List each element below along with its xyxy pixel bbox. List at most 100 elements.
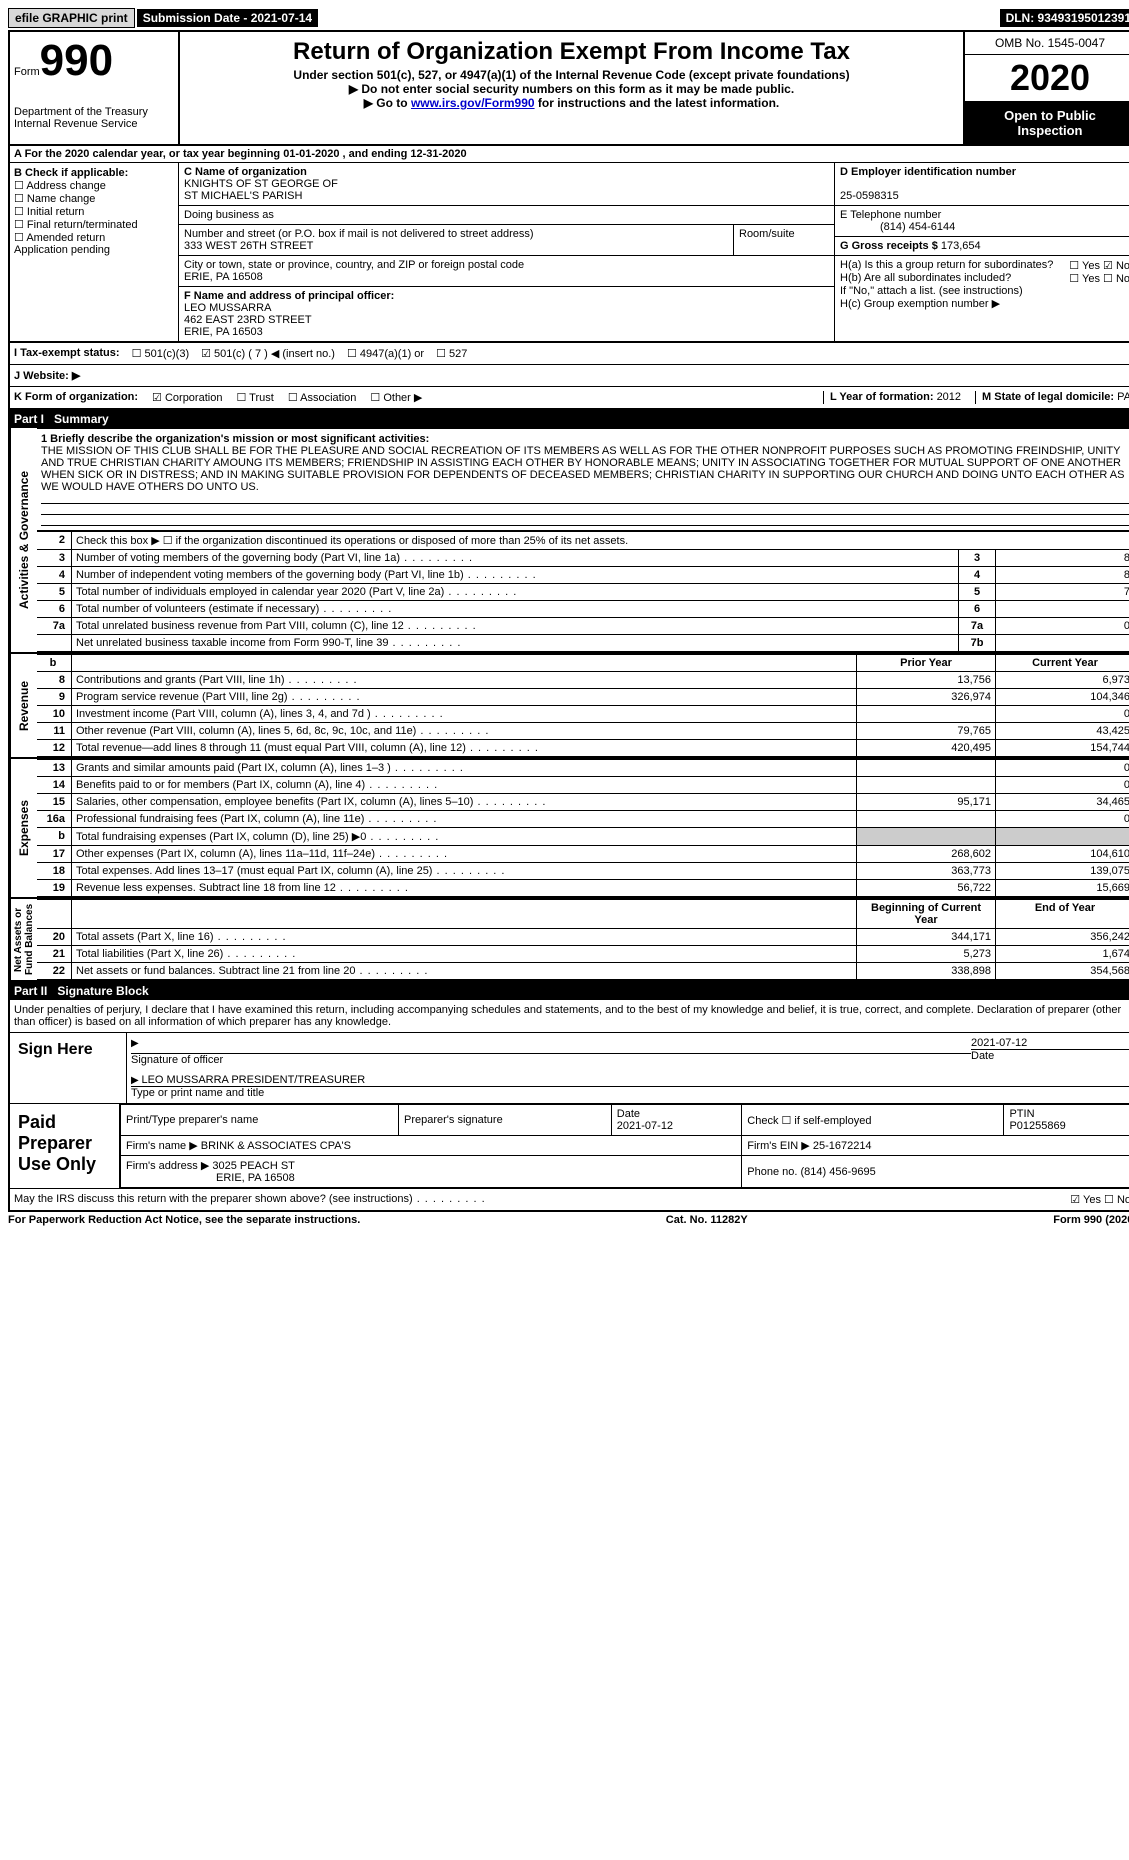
submission-date: Submission Date - 2021-07-14 bbox=[137, 9, 318, 27]
line-text: Net assets or fund balances. Subtract li… bbox=[72, 963, 857, 980]
footer: For Paperwork Reduction Act Notice, see … bbox=[8, 1212, 1129, 1228]
firm-phone-label: Phone no. bbox=[747, 1166, 797, 1178]
officer-name-title: LEO MUSSARRA PRESIDENT/TREASURER bbox=[131, 1074, 1129, 1087]
line-text: Total assets (Part X, line 16) bbox=[72, 929, 857, 946]
line-text: Program service revenue (Part VIII, line… bbox=[72, 689, 857, 706]
efile-print-button[interactable]: efile GRAPHIC print bbox=[8, 8, 135, 28]
line-text: Professional fundraising fees (Part IX, … bbox=[72, 811, 857, 828]
line-num: 21 bbox=[37, 946, 72, 963]
form-org-label: K Form of organization: bbox=[14, 391, 138, 404]
goto-pre: ▶ Go to bbox=[364, 96, 411, 110]
current-value: 154,744 bbox=[996, 740, 1129, 757]
type-name-label: Type or print name and title bbox=[131, 1087, 1129, 1099]
chk-application-pending[interactable]: Application pending bbox=[14, 244, 174, 256]
ha-yes[interactable]: Yes bbox=[1069, 260, 1100, 272]
line-box: 7a bbox=[959, 618, 996, 635]
prior-value: 268,602 bbox=[857, 846, 996, 863]
prior-value: 95,171 bbox=[857, 794, 996, 811]
line-box: 6 bbox=[959, 601, 996, 618]
street-label: Number and street (or P.O. box if mail i… bbox=[184, 228, 534, 240]
chk-initial-return[interactable]: Initial return bbox=[14, 205, 174, 218]
chk-address-change[interactable]: Address change bbox=[14, 179, 174, 192]
phone-label: E Telephone number bbox=[840, 209, 941, 221]
hdr-blank2 bbox=[72, 655, 857, 672]
line-text: Net unrelated business taxable income fr… bbox=[72, 635, 959, 652]
entity-grid: B Check if applicable: Address change Na… bbox=[8, 163, 1129, 343]
discuss-text: May the IRS discuss this return with the… bbox=[14, 1193, 486, 1206]
hdr-begin: Beginning of Current Year bbox=[857, 900, 996, 929]
expenses-table: 13Grants and similar amounts paid (Part … bbox=[37, 759, 1129, 897]
ssn-note: ▶ Do not enter social security numbers o… bbox=[184, 82, 959, 96]
state-domicile-value: PA bbox=[1117, 391, 1129, 403]
footer-left: For Paperwork Reduction Act Notice, see … bbox=[8, 1214, 360, 1226]
prior-value: 363,773 bbox=[857, 863, 996, 880]
mission-text: THE MISSION OF THIS CLUB SHALL BE FOR TH… bbox=[41, 445, 1124, 493]
box-klm: K Form of organization: Corporation Trus… bbox=[8, 387, 1129, 410]
prior-value: 420,495 bbox=[857, 740, 996, 757]
chk-name-change[interactable]: Name change bbox=[14, 192, 174, 205]
hb-no[interactable]: No bbox=[1103, 273, 1129, 285]
line-num: 16a bbox=[37, 811, 72, 828]
hb-yes[interactable]: Yes bbox=[1069, 273, 1100, 285]
chk-final-return[interactable]: Final return/terminated bbox=[14, 218, 174, 231]
org-name-label: C Name of organization bbox=[184, 166, 307, 178]
current-value: 0 bbox=[996, 777, 1129, 794]
sig-date: 2021-07-12 bbox=[971, 1037, 1129, 1050]
current-value: 104,610 bbox=[996, 846, 1129, 863]
header-right: OMB No. 1545-0047 2020 Open to Public In… bbox=[965, 32, 1129, 144]
discuss-no[interactable]: No bbox=[1104, 1194, 1129, 1206]
hb-label: H(b) Are all subordinates included? bbox=[840, 272, 1011, 285]
current-value: 15,669 bbox=[996, 880, 1129, 897]
box-h: H(a) Is this a group return for subordin… bbox=[835, 256, 1129, 313]
vlabel-revenue: Revenue bbox=[10, 654, 37, 757]
chk-501c3[interactable]: 501(c)(3) bbox=[132, 347, 190, 360]
officer-label: F Name and address of principal officer: bbox=[184, 290, 394, 302]
org-name-cell: C Name of organization KNIGHTS OF ST GEO… bbox=[179, 163, 834, 206]
current-value: 0 bbox=[996, 760, 1129, 777]
ein-label: D Employer identification number bbox=[840, 166, 1016, 178]
header-mid: Return of Organization Exempt From Incom… bbox=[180, 32, 965, 144]
chk-corp[interactable]: Corporation bbox=[152, 391, 222, 404]
box-b-title: B Check if applicable: bbox=[14, 167, 174, 179]
prep-date: 2021-07-12 bbox=[617, 1120, 673, 1132]
chk-trust[interactable]: Trust bbox=[236, 391, 273, 404]
box-c: C Name of organization KNIGHTS OF ST GEO… bbox=[179, 163, 834, 341]
ha-no[interactable]: No bbox=[1103, 260, 1129, 272]
line-value bbox=[996, 635, 1129, 652]
line-num: 5 bbox=[37, 584, 72, 601]
current-value: 0 bbox=[996, 706, 1129, 723]
dln-label: DLN: 93493195012391 bbox=[1000, 9, 1129, 27]
omb-number: OMB No. 1545-0047 bbox=[965, 32, 1129, 55]
chk-527[interactable]: 527 bbox=[436, 347, 467, 360]
chk-amended-return[interactable]: Amended return bbox=[14, 231, 174, 244]
part2-title: Signature Block bbox=[57, 984, 148, 998]
prior-value bbox=[857, 760, 996, 777]
discuss-yes[interactable]: Yes bbox=[1070, 1194, 1101, 1206]
prep-sig-label: Preparer's signature bbox=[398, 1105, 611, 1136]
sig-date-label: Date bbox=[971, 1050, 1129, 1062]
chk-501c[interactable]: 501(c) ( 7 ) ◀ (insert no.) bbox=[201, 347, 335, 360]
room-suite-cell: Room/suite bbox=[734, 225, 834, 255]
netassets-table: Beginning of Current YearEnd of Year20To… bbox=[37, 899, 1129, 980]
year-formation-label: L Year of formation: bbox=[830, 391, 934, 403]
website-label: J Website: ▶ bbox=[14, 370, 80, 382]
footer-mid: Cat. No. 11282Y bbox=[666, 1214, 748, 1226]
check-self[interactable]: Check ☐ if self-employed bbox=[742, 1105, 1004, 1136]
form-title: Return of Organization Exempt From Incom… bbox=[184, 38, 959, 66]
line-value: 8 bbox=[996, 567, 1129, 584]
current-value: 6,973 bbox=[996, 672, 1129, 689]
line-box: 3 bbox=[959, 550, 996, 567]
chk-other[interactable]: Other ▶ bbox=[370, 391, 422, 404]
begin-value: 344,171 bbox=[857, 929, 996, 946]
line-text: Investment income (Part VIII, column (A)… bbox=[72, 706, 857, 723]
hdr-end: End of Year bbox=[996, 900, 1129, 929]
current-value bbox=[996, 828, 1129, 846]
irs-link[interactable]: www.irs.gov/Form990 bbox=[411, 96, 535, 110]
box-f: F Name and address of principal officer:… bbox=[179, 287, 834, 341]
prep-date-label: Date bbox=[617, 1108, 640, 1120]
current-value: 0 bbox=[996, 811, 1129, 828]
chk-assoc[interactable]: Association bbox=[288, 391, 357, 404]
chk-4947[interactable]: 4947(a)(1) or bbox=[347, 347, 424, 360]
org-name-2: ST MICHAEL'S PARISH bbox=[184, 190, 302, 202]
header-left: Form990 Department of the Treasury Inter… bbox=[10, 32, 180, 144]
